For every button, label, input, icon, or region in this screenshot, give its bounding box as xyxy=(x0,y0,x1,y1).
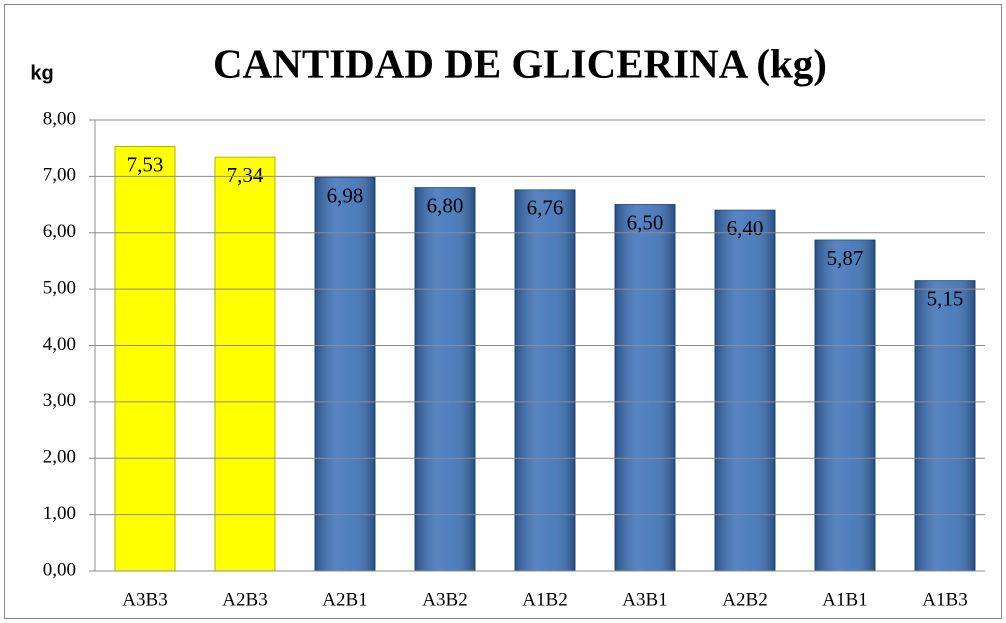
value-label: 6,76 xyxy=(527,196,564,220)
x-tick-label: A3B2 xyxy=(422,589,467,610)
y-tick-label: 7,00 xyxy=(43,165,76,186)
bars: 7,53 7,34 6,98 6,80 6,76 6,50 6,40 5,87 5,15 xyxy=(114,145,976,572)
bar-shine xyxy=(715,210,775,571)
x-tick-label: A1B1 xyxy=(822,589,867,610)
bar xyxy=(114,145,176,572)
y-tick-label: 1,00 xyxy=(43,503,76,524)
bar xyxy=(214,156,276,572)
y-tick-label: 2,00 xyxy=(43,447,76,468)
bar-shine xyxy=(815,240,875,572)
bar-shine xyxy=(415,187,475,571)
chart-title: CANTIDAD DE GLICERINA (kg) xyxy=(213,40,827,86)
value-label: 6,50 xyxy=(627,210,664,234)
bar-shine xyxy=(915,280,975,571)
x-tick-label: A2B3 xyxy=(222,589,267,610)
x-tick-label: A3B1 xyxy=(622,589,667,610)
value-label: 7,34 xyxy=(227,163,264,187)
x-tick-label: A2B1 xyxy=(322,589,367,610)
y-tick-label: 3,00 xyxy=(43,390,76,411)
x-tick-label: A3B3 xyxy=(122,589,167,610)
value-label: 5,87 xyxy=(827,246,864,270)
y-axis-label: kg xyxy=(30,62,53,84)
bar-shine xyxy=(615,204,675,571)
value-label: 6,80 xyxy=(427,193,464,217)
value-label: 5,15 xyxy=(927,286,964,310)
value-label: 6,40 xyxy=(727,216,764,240)
x-tick-label: A1B2 xyxy=(522,589,567,610)
bar-shine xyxy=(315,177,375,571)
y-tick-label: 8,00 xyxy=(43,108,76,129)
x-tick-label: A1B3 xyxy=(922,589,967,610)
value-label: 6,98 xyxy=(327,183,364,207)
y-tick-label: 5,00 xyxy=(43,277,76,298)
y-tick-label: 6,00 xyxy=(43,221,76,242)
x-tick-label: A2B2 xyxy=(722,589,767,610)
value-label: 7,53 xyxy=(127,152,164,176)
y-tick-label: 4,00 xyxy=(43,334,76,355)
y-tick-label: 0,00 xyxy=(43,559,76,580)
bar-shine xyxy=(515,189,575,571)
